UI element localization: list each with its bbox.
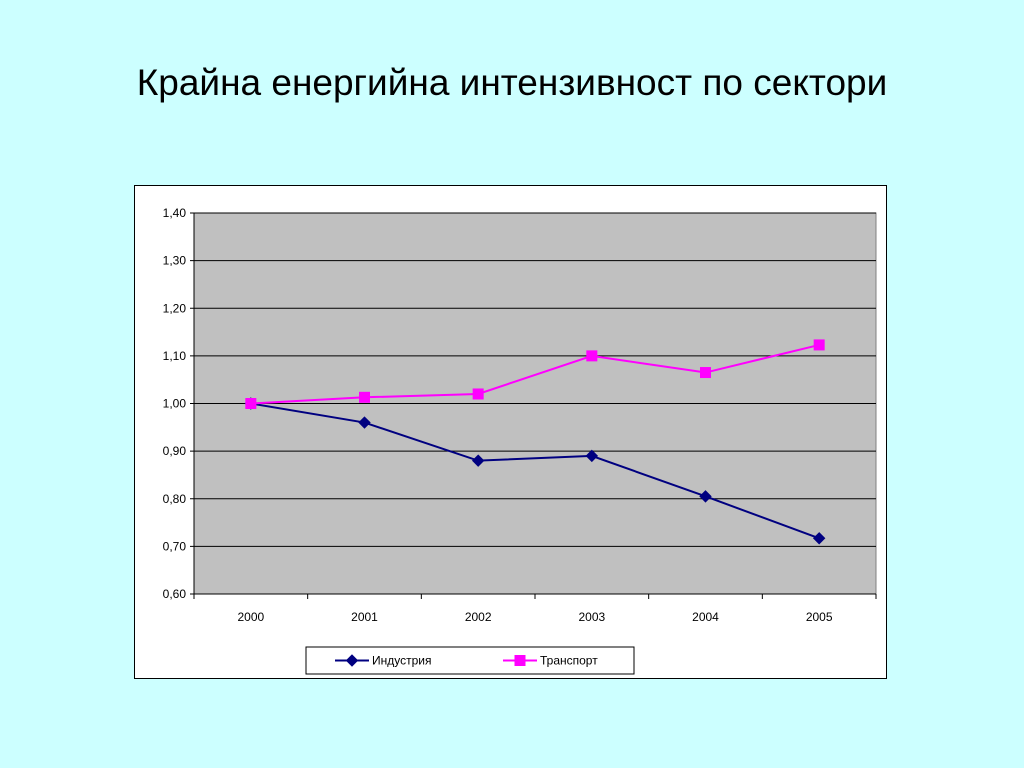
x-tick-label: 2005 xyxy=(806,610,833,624)
x-axis: 2000 2001 2002 2003 2004 2005 xyxy=(193,593,877,624)
y-tick-label: 1,00 xyxy=(163,397,187,411)
y-tick-label: 1,10 xyxy=(163,349,187,363)
x-tick-label: 2001 xyxy=(351,610,378,624)
series-line-1 xyxy=(250,402,820,540)
gridlines xyxy=(194,212,876,547)
data-point xyxy=(699,490,712,503)
x-tick-label: 2003 xyxy=(578,610,605,624)
data-point xyxy=(586,350,598,362)
data-point xyxy=(585,449,599,463)
data-point xyxy=(359,391,370,403)
y-tick-label: 0,90 xyxy=(163,444,187,458)
x-tick-label: 2002 xyxy=(465,610,492,624)
data-point xyxy=(245,398,257,409)
data-point xyxy=(472,388,484,400)
series-line-2 xyxy=(250,343,820,405)
y-tick-label: 0,80 xyxy=(163,492,187,506)
legend-marker xyxy=(514,655,526,666)
y-tick-label: 0,60 xyxy=(163,587,187,601)
legend-label: Транспорт xyxy=(540,654,598,668)
x-tick-label: 2004 xyxy=(692,610,719,624)
legend: Индустрия Транспорт xyxy=(305,646,635,675)
legend-marker xyxy=(345,654,359,667)
y-tick-label: 1,20 xyxy=(163,301,187,315)
y-axis: 0,60 0,70 0,80 0,90 1,00 1,10 1,20 1,30 1,40 xyxy=(163,206,195,601)
data-point xyxy=(813,339,825,351)
slide-title: Крайна енергийна интензивност по сектори xyxy=(136,62,888,103)
legend-label: Индустрия xyxy=(372,654,432,668)
data-point xyxy=(471,454,485,467)
y-tick-label: 0,70 xyxy=(163,539,187,553)
y-tick-label: 1,30 xyxy=(163,254,187,268)
data-point xyxy=(812,532,826,545)
series-lines xyxy=(244,339,826,545)
data-point xyxy=(358,416,371,429)
data-point xyxy=(700,367,711,379)
y-tick-label: 1,40 xyxy=(163,206,187,220)
x-tick-label: 2000 xyxy=(237,610,264,624)
